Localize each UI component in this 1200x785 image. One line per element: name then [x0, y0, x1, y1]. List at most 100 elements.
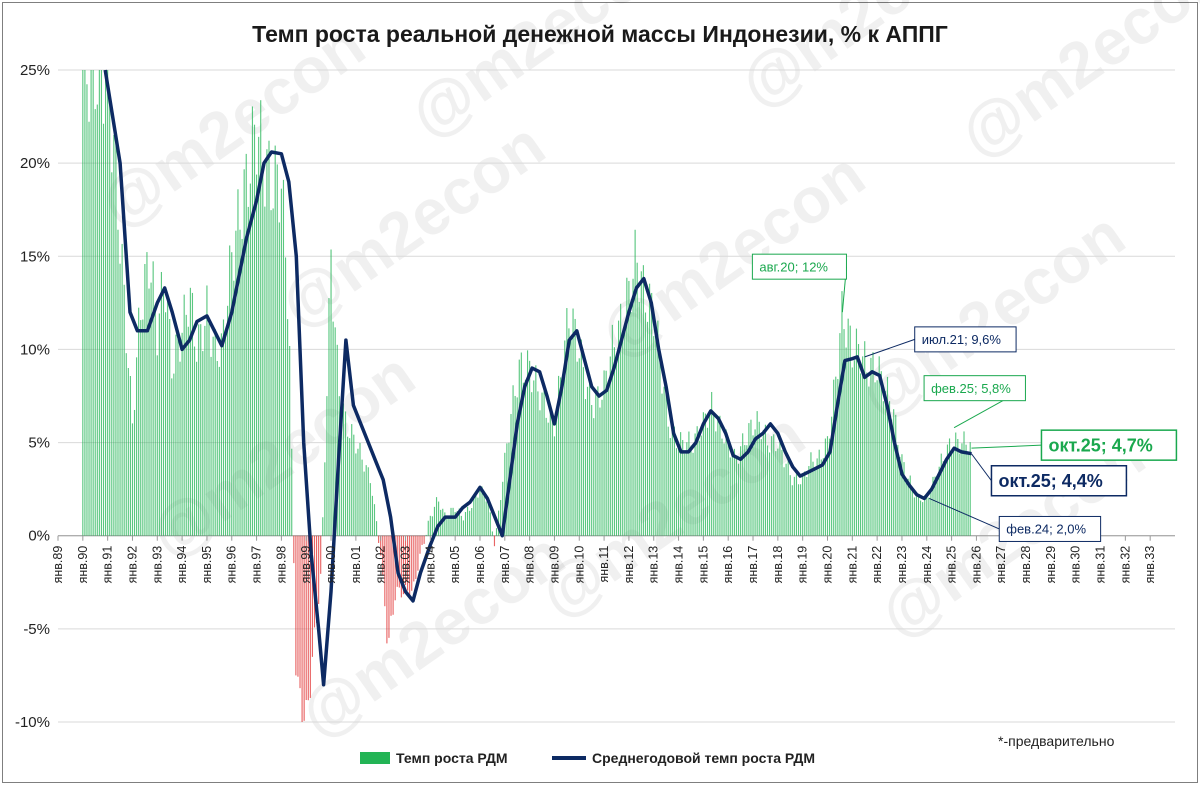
bar	[191, 292, 194, 536]
bar	[524, 379, 527, 536]
bar	[913, 497, 915, 536]
bar	[874, 382, 876, 536]
bar	[940, 453, 942, 536]
bar	[706, 427, 709, 536]
bar	[212, 336, 214, 536]
bar	[131, 423, 134, 536]
bar	[371, 495, 373, 536]
bar	[177, 338, 179, 536]
bar	[603, 370, 605, 536]
bar	[92, 70, 94, 536]
bar	[702, 412, 704, 536]
bar	[593, 418, 595, 536]
x-tick-label: янв.03	[399, 546, 413, 584]
bar	[301, 535, 303, 722]
bar	[677, 447, 680, 536]
bar	[731, 455, 733, 536]
x-tick-label: янв.12	[622, 546, 636, 584]
bar	[938, 466, 940, 536]
x-tick-label: янв.31	[1094, 546, 1108, 584]
bar	[169, 318, 171, 536]
bar	[800, 484, 802, 536]
bar	[793, 476, 795, 536]
bar	[673, 426, 675, 536]
callout-leader	[929, 497, 1000, 530]
bar	[797, 484, 800, 536]
bar	[721, 438, 723, 536]
bar	[781, 449, 783, 536]
bar	[342, 403, 345, 536]
watermark-text: @m2econ	[267, 108, 558, 342]
bar	[458, 508, 460, 536]
bar	[860, 373, 862, 536]
x-tick-label: янв.21	[845, 546, 859, 584]
bar	[125, 353, 127, 536]
bar	[897, 444, 899, 536]
bar	[419, 535, 421, 554]
bar	[944, 462, 946, 536]
bar	[659, 357, 661, 536]
x-tick-label: янв.01	[349, 546, 363, 584]
bar	[291, 448, 293, 536]
bar	[572, 308, 574, 536]
callout-box	[751, 253, 847, 280]
bar	[758, 421, 760, 536]
x-tick-label: янв.09	[547, 546, 561, 584]
x-tick-label: янв.29	[1044, 546, 1058, 584]
bar	[243, 169, 245, 536]
bar	[158, 313, 160, 536]
bar	[253, 124, 256, 536]
x-tick-label: янв.91	[101, 546, 115, 584]
bar	[367, 467, 369, 536]
bar	[808, 466, 810, 536]
bar	[516, 397, 518, 536]
bar	[663, 386, 665, 536]
bar	[148, 288, 150, 536]
bar	[818, 449, 820, 536]
bar	[198, 324, 200, 536]
callout-box	[998, 515, 1102, 542]
bar	[344, 411, 347, 536]
bar	[620, 303, 622, 536]
bar	[196, 361, 198, 536]
bar	[545, 417, 547, 536]
bar	[431, 516, 433, 536]
bar	[359, 442, 361, 536]
bar	[882, 401, 884, 536]
bar	[299, 535, 301, 689]
bar	[268, 140, 270, 536]
bar	[340, 415, 342, 536]
bar	[822, 458, 824, 536]
bar	[282, 179, 285, 536]
x-tick-label: янв.97	[250, 546, 264, 584]
bar	[853, 360, 855, 536]
x-tick-label: янв.95	[200, 546, 214, 584]
bar	[375, 521, 378, 536]
bar	[866, 372, 868, 536]
bar	[589, 377, 591, 536]
bar	[806, 476, 808, 536]
bar	[886, 376, 889, 536]
bar	[746, 445, 748, 536]
bar	[152, 261, 154, 536]
bar	[363, 471, 365, 536]
bar	[113, 134, 115, 536]
bar	[653, 336, 655, 536]
bar	[694, 433, 696, 536]
bar	[280, 188, 282, 536]
bar	[218, 366, 220, 536]
bar	[553, 436, 556, 536]
bar	[502, 481, 504, 536]
bar	[295, 535, 297, 676]
bar	[307, 535, 309, 701]
bar	[849, 325, 851, 536]
bar	[529, 360, 531, 536]
bar	[320, 535, 322, 574]
bar	[740, 446, 742, 536]
bar	[311, 535, 313, 657]
bar	[622, 334, 624, 536]
bar	[828, 438, 831, 536]
bar	[725, 429, 727, 536]
bar	[841, 291, 843, 536]
